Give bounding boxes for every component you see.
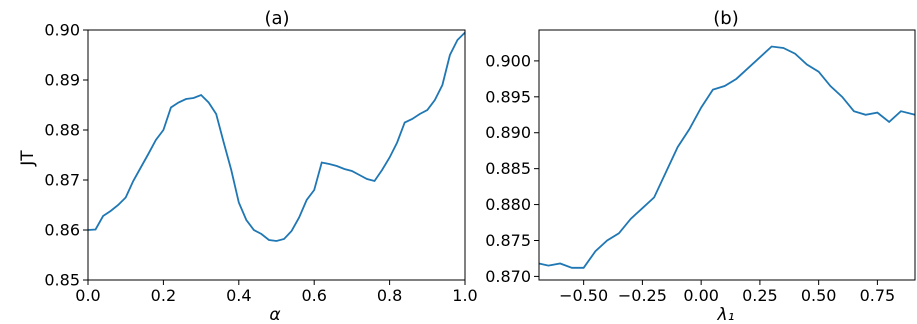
panel-b-ytick-label-4: 0.890 xyxy=(485,123,531,142)
panel-b-ytick-label-1: 0.875 xyxy=(485,231,531,250)
panel-a-plot-frame xyxy=(87,29,466,281)
panel-a-series-line xyxy=(87,31,466,242)
panel-b-xtick-label-3: 0.25 xyxy=(742,286,778,305)
panel-b-xtick-label-2: 0.00 xyxy=(683,286,719,305)
panel-a-ytick-label-5: 0.90 xyxy=(44,21,80,40)
panel-b-ytick-labels: 0.870 0.875 0.880 0.885 0.890 0.895 0.900 xyxy=(485,51,531,286)
panel-a-xtick-labels: 0.0 0.2 0.4 0.6 0.8 1.0 xyxy=(75,286,477,305)
panel-b-ytick-label-3: 0.885 xyxy=(485,159,531,178)
panel-b: (b) 0.8700.8750.8800.8850.8900.8950.900 … xyxy=(485,8,916,324)
panel-a-xtick-label-0: 0.0 xyxy=(75,286,100,305)
panel-b-ytick-label-0: 0.870 xyxy=(485,267,531,286)
panel-b-plot-frame xyxy=(538,29,916,281)
panel-a-title: (a) xyxy=(264,8,289,29)
panel-a-ytick-label-3: 0.88 xyxy=(44,121,80,140)
panel-a-xlabel: α xyxy=(269,305,280,324)
panel-a-ytick-label-1: 0.86 xyxy=(44,221,80,240)
panel-a-ylabel: JT xyxy=(18,150,38,167)
panel-b-xtick-labels: −0.50 −0.25 0.00 0.25 0.50 0.75 xyxy=(559,286,895,305)
panel-a-xtick-label-1: 0.2 xyxy=(151,286,176,305)
panel-b-series-line xyxy=(538,45,916,269)
panel-a: (a) 0.850.860.870.880.890.90 0.0 0.2 0.4 0.… xyxy=(18,8,478,324)
panel-a-xtick-label-3: 0.6 xyxy=(301,286,326,305)
panel-a-ytick-labels: 0.85 0.86 0.87 0.88 0.89 0.90 xyxy=(44,21,80,290)
panel-a-xtick-label-2: 0.4 xyxy=(226,286,251,305)
panel-b-title: (b) xyxy=(713,8,738,29)
panel-b-xtick-label-1: −0.25 xyxy=(618,286,667,305)
panel-b-xtick-label-4: 0.50 xyxy=(801,286,837,305)
panel-b-ytick-label-2: 0.880 xyxy=(485,195,531,214)
panel-b-ticks xyxy=(534,60,878,285)
panel-b-xtick-label-0: −0.50 xyxy=(559,286,608,305)
panel-b-xtick-label-5: 0.75 xyxy=(860,286,896,305)
panel-a-ticks xyxy=(83,29,466,285)
panel-a-ytick-label-4: 0.89 xyxy=(44,71,80,90)
panel-a-ytick-label-0: 0.85 xyxy=(44,271,80,290)
panel-a-xtick-label-4: 0.8 xyxy=(377,286,402,305)
panel-b-ytick-label-5: 0.895 xyxy=(485,87,531,106)
panel-a-ytick-label-2: 0.87 xyxy=(44,171,80,190)
panel-a-xtick-label-5: 1.0 xyxy=(452,286,477,305)
panel-b-ytick-label-6: 0.900 xyxy=(485,51,531,70)
panel-b-xlabel: λ₁ xyxy=(717,305,735,324)
